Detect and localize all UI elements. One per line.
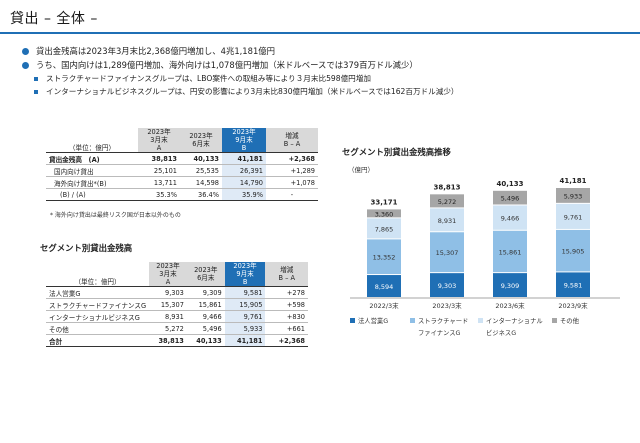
bar-segment — [367, 239, 401, 275]
column-header: 増減 B – A — [266, 128, 318, 153]
column-header: 2023年 6月末 — [186, 262, 225, 287]
total-label: 38,813 — [433, 183, 460, 191]
data-label: 9,581 — [564, 282, 583, 290]
unit-label: （単位：億円） — [46, 262, 150, 287]
total-label: 41,181 — [559, 177, 586, 185]
x-tick-label: 2023/3末 — [432, 301, 462, 310]
legend-label: 法人営業G — [358, 316, 388, 325]
data-label: 8,594 — [375, 283, 394, 291]
table-header-row: （単位：億円） 2023年 3月末 A 2023年 6月末 2023年 9月末 B 増減 B… — [46, 262, 308, 287]
x-tick-label: 2022/3末 — [369, 301, 399, 310]
x-tick-label: 2023/9末 — [558, 301, 588, 310]
column-header: 2023年 6月末 — [180, 128, 222, 153]
loan-balance-table: （単位：億円） 2023年 3月末 A 2023年 6月末 2023年 9月末 B 増減 B… — [46, 128, 318, 201]
bullet-item: うち、国内向けは1,289億円増加、海外向けは1,078億円増加（米ドルベースで… — [22, 58, 622, 72]
bar-segment — [430, 273, 464, 297]
data-label: 15,861 — [499, 248, 522, 256]
data-label: 13,352 — [373, 254, 396, 262]
table-row-total: 合計 38,813 40,133 41,181 +2,368 — [46, 334, 308, 347]
bar-segment — [493, 273, 527, 297]
sub-bullet-item: ストラクチャードファイナンスグループは、LBO案件への取組み等により３月末比59… — [22, 72, 622, 85]
summary-bullets: 貸出金残高は2023年3月末比2,368億円増加し、4兆1,181億円 うち、国… — [22, 44, 622, 98]
data-label: 3,360 — [375, 210, 394, 218]
legend-label-cont: ビジネスG — [486, 328, 516, 337]
column-header: 増減 B – A — [265, 262, 308, 287]
bar-segment — [430, 232, 464, 273]
table-row: (B) / (A) 35.3% 36.4% 35.9% - — [46, 188, 318, 201]
data-label: 9,303 — [438, 282, 457, 290]
column-header-highlight: 2023年 9月末 B — [222, 128, 266, 153]
data-label: 9,466 — [501, 215, 520, 223]
table-row: 国内向け貸出 25,101 25,535 26,391 +1,289 — [46, 164, 318, 177]
bar-segment — [430, 194, 464, 208]
segment-loan-table: （単位：億円） 2023年 3月末 A 2023年 6月末 2023年 9月末 B 増減 B… — [46, 262, 308, 347]
bar-segment — [430, 208, 464, 232]
bar-segment — [556, 272, 590, 297]
data-label: 15,905 — [562, 248, 585, 256]
column-header-highlight: 2023年 9月末 B — [224, 262, 266, 287]
unit-label: （単位：億円） — [46, 128, 138, 153]
data-label: 5,933 — [564, 192, 583, 200]
legend-swatch — [552, 318, 557, 323]
table-header-row: （単位：億円） 2023年 3月末 A 2023年 6月末 2023年 9月末 B 増減 B… — [46, 128, 318, 153]
title-divider — [0, 32, 640, 34]
chart-title: セグメント別貸出金残高推移 — [342, 147, 451, 157]
table-row: 海外向け貸出*(B) 13,711 14,598 14,790 +1,078 — [46, 176, 318, 189]
footnote: * 海外向け貸出は最終リスク国が日本以外のもの — [50, 212, 181, 219]
page-title: 貸出 – 全体 – — [10, 11, 98, 27]
sub-bullet-item: インターナショナルビジネスグループは、円安の影響により3月末比830億円増加（米… — [22, 85, 622, 98]
data-label: 9,761 — [564, 213, 583, 221]
bar-segment — [367, 218, 401, 239]
segment-table-title: セグメント別貸出金残高 — [40, 243, 133, 253]
legend-label: ストラクチャード — [418, 317, 468, 325]
total-label: 33,171 — [370, 198, 397, 206]
stacked-bar-chart: （億円） 8,594 13,352 7,865 3,360 33,171 2022/3末 9,… — [348, 165, 620, 337]
legend-swatch — [410, 318, 415, 323]
table-row: ストラクチャードファイナンスG 15,307 15,861 15,905 +59… — [46, 298, 308, 311]
x-tick-label: 2023/6末 — [495, 301, 525, 310]
column-header: 2023年 3月末 A — [138, 128, 180, 153]
bar-segment — [493, 190, 527, 205]
legend-label-cont: ファイナンスG — [418, 329, 461, 337]
total-label: 40,133 — [496, 180, 523, 188]
data-label: 7,865 — [375, 225, 394, 233]
legend-swatch — [478, 318, 483, 323]
bar-segment — [493, 230, 527, 273]
table-row: その他 5,272 5,496 5,933 +661 — [46, 322, 308, 335]
data-label: 8,931 — [438, 217, 457, 225]
bar-segment — [367, 275, 401, 297]
bullet-item: 貸出金残高は2023年3月末比2,368億円増加し、4兆1,181億円 — [22, 44, 622, 58]
table-row: 法人営業G 9,303 9,309 9,581 +278 — [46, 286, 308, 299]
table-row: インターナショナルビジネスG 8,931 9,466 9,761 +830 — [46, 310, 308, 323]
bar-segment — [556, 229, 590, 272]
bar-segment — [556, 188, 590, 203]
y-axis-label: （億円） — [348, 165, 374, 174]
data-label: 5,496 — [501, 195, 520, 203]
bar-segment — [367, 209, 401, 218]
data-label: 15,307 — [436, 249, 459, 257]
bar-segment — [493, 205, 527, 230]
bar-segment — [556, 203, 590, 229]
legend-label: その他 — [560, 316, 580, 325]
legend-swatch — [350, 318, 355, 323]
data-label: 5,272 — [438, 198, 457, 206]
column-header: 2023年 3月末 A — [149, 262, 187, 287]
data-label: 9,309 — [501, 282, 520, 290]
legend-label: インターナショナル — [486, 316, 543, 325]
table-row: 貸出金残高 (A) 38,813 40,133 41,181 +2,368 — [46, 152, 318, 165]
